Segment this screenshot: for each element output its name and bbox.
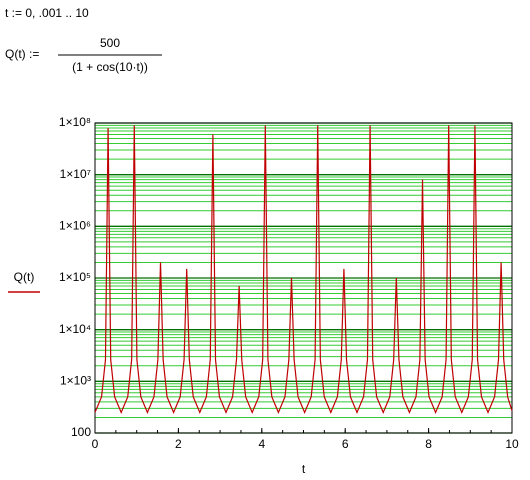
x-tick-label: 6	[342, 437, 349, 451]
x-tick-label: 2	[175, 437, 182, 451]
x-tick-label: 10	[505, 437, 519, 451]
y-tick-label: 1×10⁵	[59, 270, 91, 284]
numerator: 500	[100, 36, 120, 50]
legend-label: Q(t)	[14, 270, 35, 284]
y-tick-label: 1×10³	[60, 374, 91, 388]
y-tick-label: 1×10⁴	[59, 322, 91, 336]
range-definition: t := 0, .001 .. 10	[5, 6, 89, 20]
x-tick-label: 4	[258, 437, 265, 451]
plot: 100 1×10³ 1×10⁴ 1×10⁵ 1×10⁶ 1×10⁷ 1×10⁸ 0 2 4 6 8 10…	[8, 115, 519, 476]
function-lhs: Q(t) :=	[5, 47, 39, 61]
denominator: (1 + cos(10·t))	[72, 60, 148, 74]
x-tick-label: 8	[425, 437, 432, 451]
x-axis-label: t	[302, 462, 306, 476]
y-tick-label: 100	[71, 425, 91, 439]
series-line	[94, 125, 513, 414]
x-tick-label: 0	[92, 437, 99, 451]
y-tick-label: 1×10⁷	[60, 167, 91, 181]
plot-frame	[94, 122, 513, 434]
y-tick-label: 1×10⁶	[59, 219, 91, 233]
y-tick-label: 1×10⁸	[59, 115, 91, 129]
